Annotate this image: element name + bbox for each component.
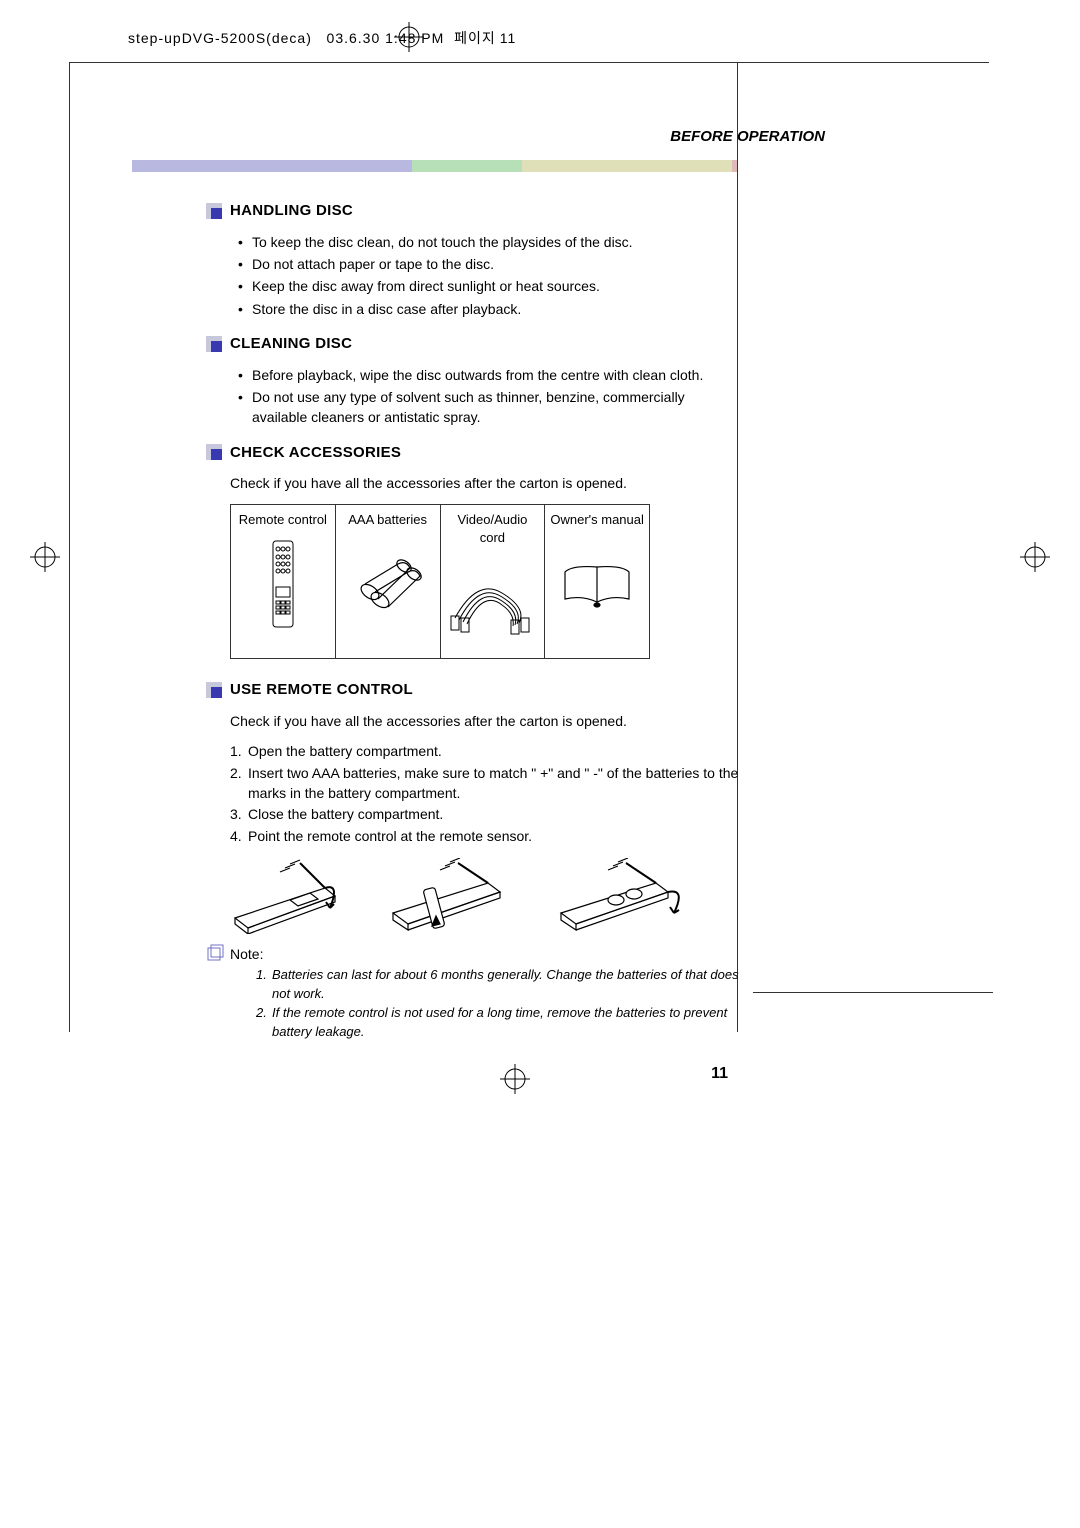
accessory-illustration-icon [549,539,645,629]
heading-accessories: CHECK ACCESSORIES [230,442,740,464]
heading-cleaning-text: CLEANING DISC [230,333,352,355]
page-number: 11 [230,1062,740,1085]
print-header: step-upDVG-5200S(deca) 03.6.30 1:48 PM 페… [128,28,516,48]
crop-mark-right [1020,542,1050,572]
header-pagemark: 페이지 [454,30,496,46]
color-bar [132,160,737,172]
accessory-cell: AAA batteries [336,505,441,659]
accessory-label: AAA batteries [340,511,436,530]
remote-diagram-1-icon [230,858,360,934]
list-item: To keep the disc clean, do not touch the… [238,232,740,252]
list-item: Keep the disc away from direct sunlight … [238,276,740,296]
step-item: 1.Open the battery compartment. [230,741,740,761]
header-datetime: 03.6.30 1:48 PM [327,30,445,46]
accessory-illustration-icon [340,539,436,629]
step-item: 4.Point the remote control at the remote… [230,826,740,846]
accessory-cell: Video/Audio cord [441,505,546,659]
cleaning-list: Before playback, wipe the disc outwards … [238,365,740,428]
note-number: 1. [256,966,267,985]
crop-mark-left [30,542,60,572]
note-item: 2.If the remote control is not used for … [256,1004,740,1042]
page-content: HANDLING DISC To keep the disc clean, do… [230,200,740,1085]
remote-diagram-2-icon [388,858,528,934]
header-page-inline: 11 [500,30,517,46]
step-item: 2.Insert two AAA batteries, make sure to… [230,763,740,804]
heading-bullet-icon [206,203,222,219]
note-list: 1.Batteries can last for about 6 months … [256,966,740,1041]
accessory-illustration-icon [235,539,331,629]
note-number: 2. [256,1004,267,1023]
note-icon [206,944,224,962]
color-bar-segment [522,160,732,172]
step-number: 1. [230,741,242,761]
accessories-intro: Check if you have all the accessories af… [230,473,740,493]
color-bar-segment [132,160,412,172]
list-item: Do not attach paper or tape to the disc. [238,254,740,274]
step-number: 3. [230,804,242,824]
accessory-cell: Owner's manual [545,505,649,659]
heading-handling: HANDLING DISC [230,200,740,222]
accessory-label: Owner's manual [549,511,645,530]
header-filename: step-upDVG-5200S(deca) [128,30,312,46]
remote-diagram-3-icon [556,858,696,934]
list-item: Store the disc in a disc case after play… [238,299,740,319]
note-label: Note: [230,944,263,964]
heading-bullet-icon [206,682,222,698]
heading-handling-text: HANDLING DISC [230,200,353,222]
note-row: Note: [206,944,740,964]
section-label: BEFORE OPERATION [670,128,825,145]
list-item: Do not use any type of solvent such as t… [238,387,740,428]
heading-remote: USE REMOTE CONTROL [230,679,740,701]
crop-mark-top [394,22,424,52]
color-bar-segment [412,160,522,172]
handling-list: To keep the disc clean, do not touch the… [238,232,740,319]
remote-diagrams [230,858,740,934]
remote-steps: 1.Open the battery compartment.2.Insert … [230,741,740,845]
accessory-label: Video/Audio cord [445,511,541,549]
heading-accessories-text: CHECK ACCESSORIES [230,442,401,464]
heading-bullet-icon [206,444,222,460]
accessory-cell: Remote control [231,505,336,659]
step-number: 4. [230,826,242,846]
heading-remote-text: USE REMOTE CONTROL [230,679,413,701]
list-item: Before playback, wipe the disc outwards … [238,365,740,385]
heading-cleaning: CLEANING DISC [230,333,740,355]
remote-intro: Check if you have all the accessories af… [230,711,740,731]
trim-rule-top [69,62,989,63]
trim-rule-bottom [753,992,993,993]
note-item: 1.Batteries can last for about 6 months … [256,966,740,1004]
step-number: 2. [230,763,242,783]
accessory-illustration-icon [445,558,541,648]
heading-bullet-icon [206,336,222,352]
step-item: 3.Close the battery compartment. [230,804,740,824]
accessory-label: Remote control [235,511,331,530]
color-bar-segment [732,160,737,172]
accessories-table: Remote control AAA batteries Video/Audio c… [230,504,650,660]
trim-rule-left [69,62,70,1032]
